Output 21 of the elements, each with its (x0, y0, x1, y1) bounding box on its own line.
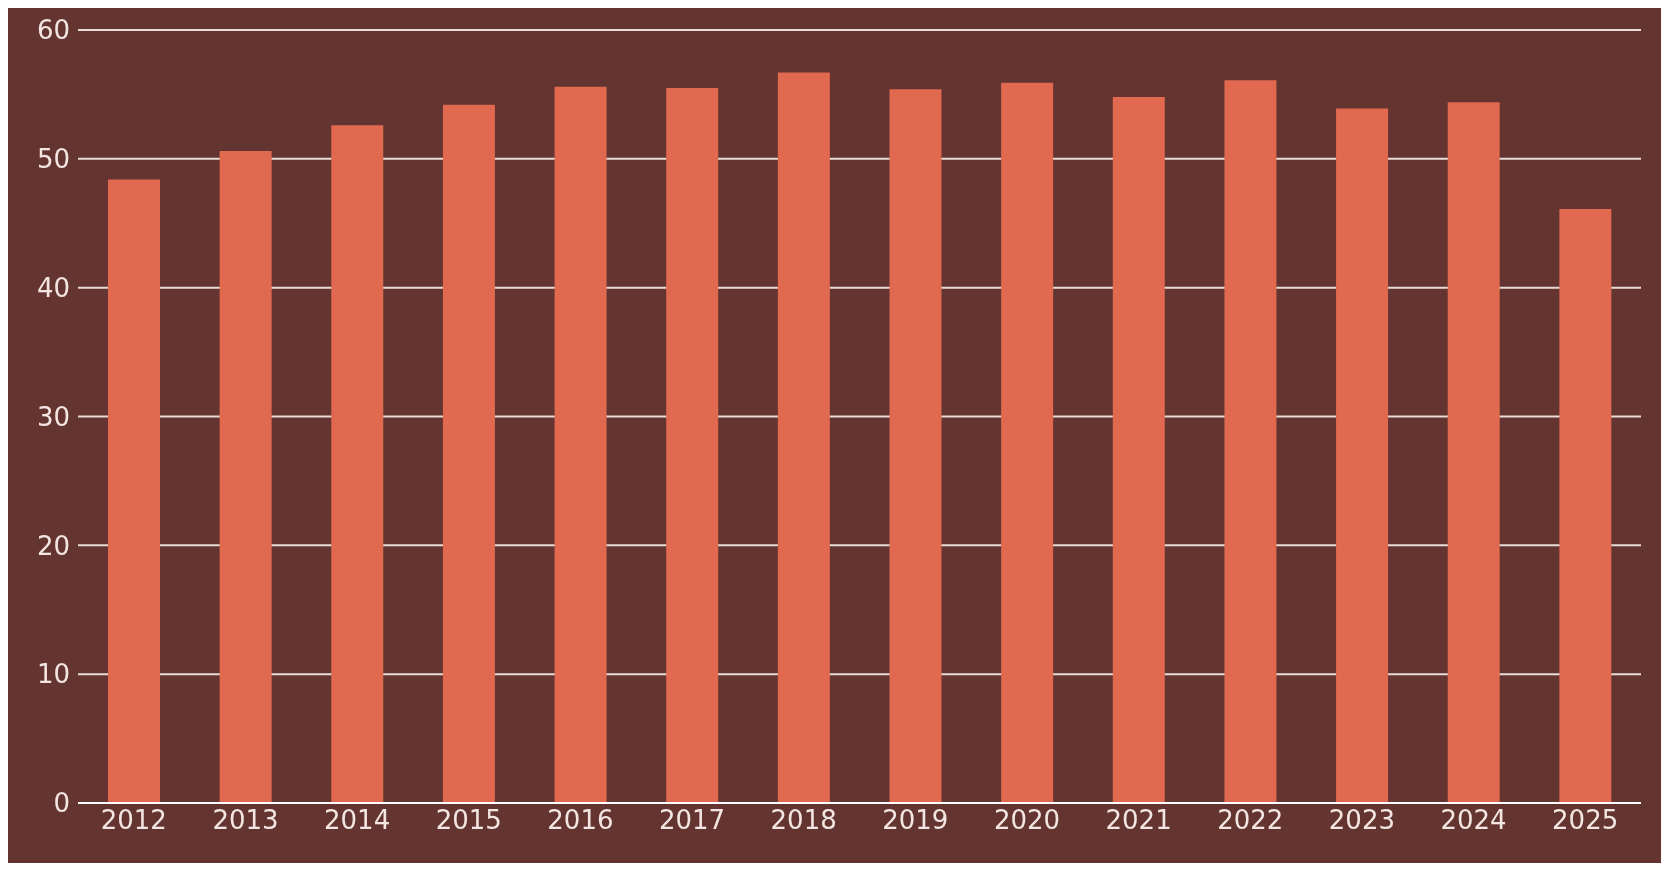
x-tick-label: 2013 (212, 805, 279, 836)
y-tick-label: 60 (36, 15, 70, 46)
y-tick-label: 40 (36, 272, 70, 303)
y-tick-label: 50 (36, 144, 70, 175)
x-tick-label: 2024 (1440, 805, 1507, 836)
x-tick-label: 2012 (100, 805, 167, 836)
x-tick-label: 2016 (547, 805, 614, 836)
x-tick-label: 2017 (658, 805, 726, 836)
y-tick-label: 10 (36, 659, 70, 690)
x-tick-label: 2015 (435, 805, 502, 836)
y-tick-label: 30 (36, 401, 70, 432)
x-tick-label: 2020 (993, 805, 1061, 836)
x-tick-label: 2023 (1328, 805, 1395, 836)
x-tick-label: 2021 (1105, 805, 1172, 836)
x-tick-label: 2025 (1552, 805, 1619, 836)
x-tick-label: 2022 (1217, 805, 1284, 836)
x-tick-label: 2014 (324, 805, 391, 836)
x-tick-label: 2018 (770, 805, 837, 836)
x-tick-label: 2019 (882, 805, 949, 836)
y-tick-label: 20 (36, 530, 70, 561)
y-tick-label: 0 (53, 788, 70, 819)
